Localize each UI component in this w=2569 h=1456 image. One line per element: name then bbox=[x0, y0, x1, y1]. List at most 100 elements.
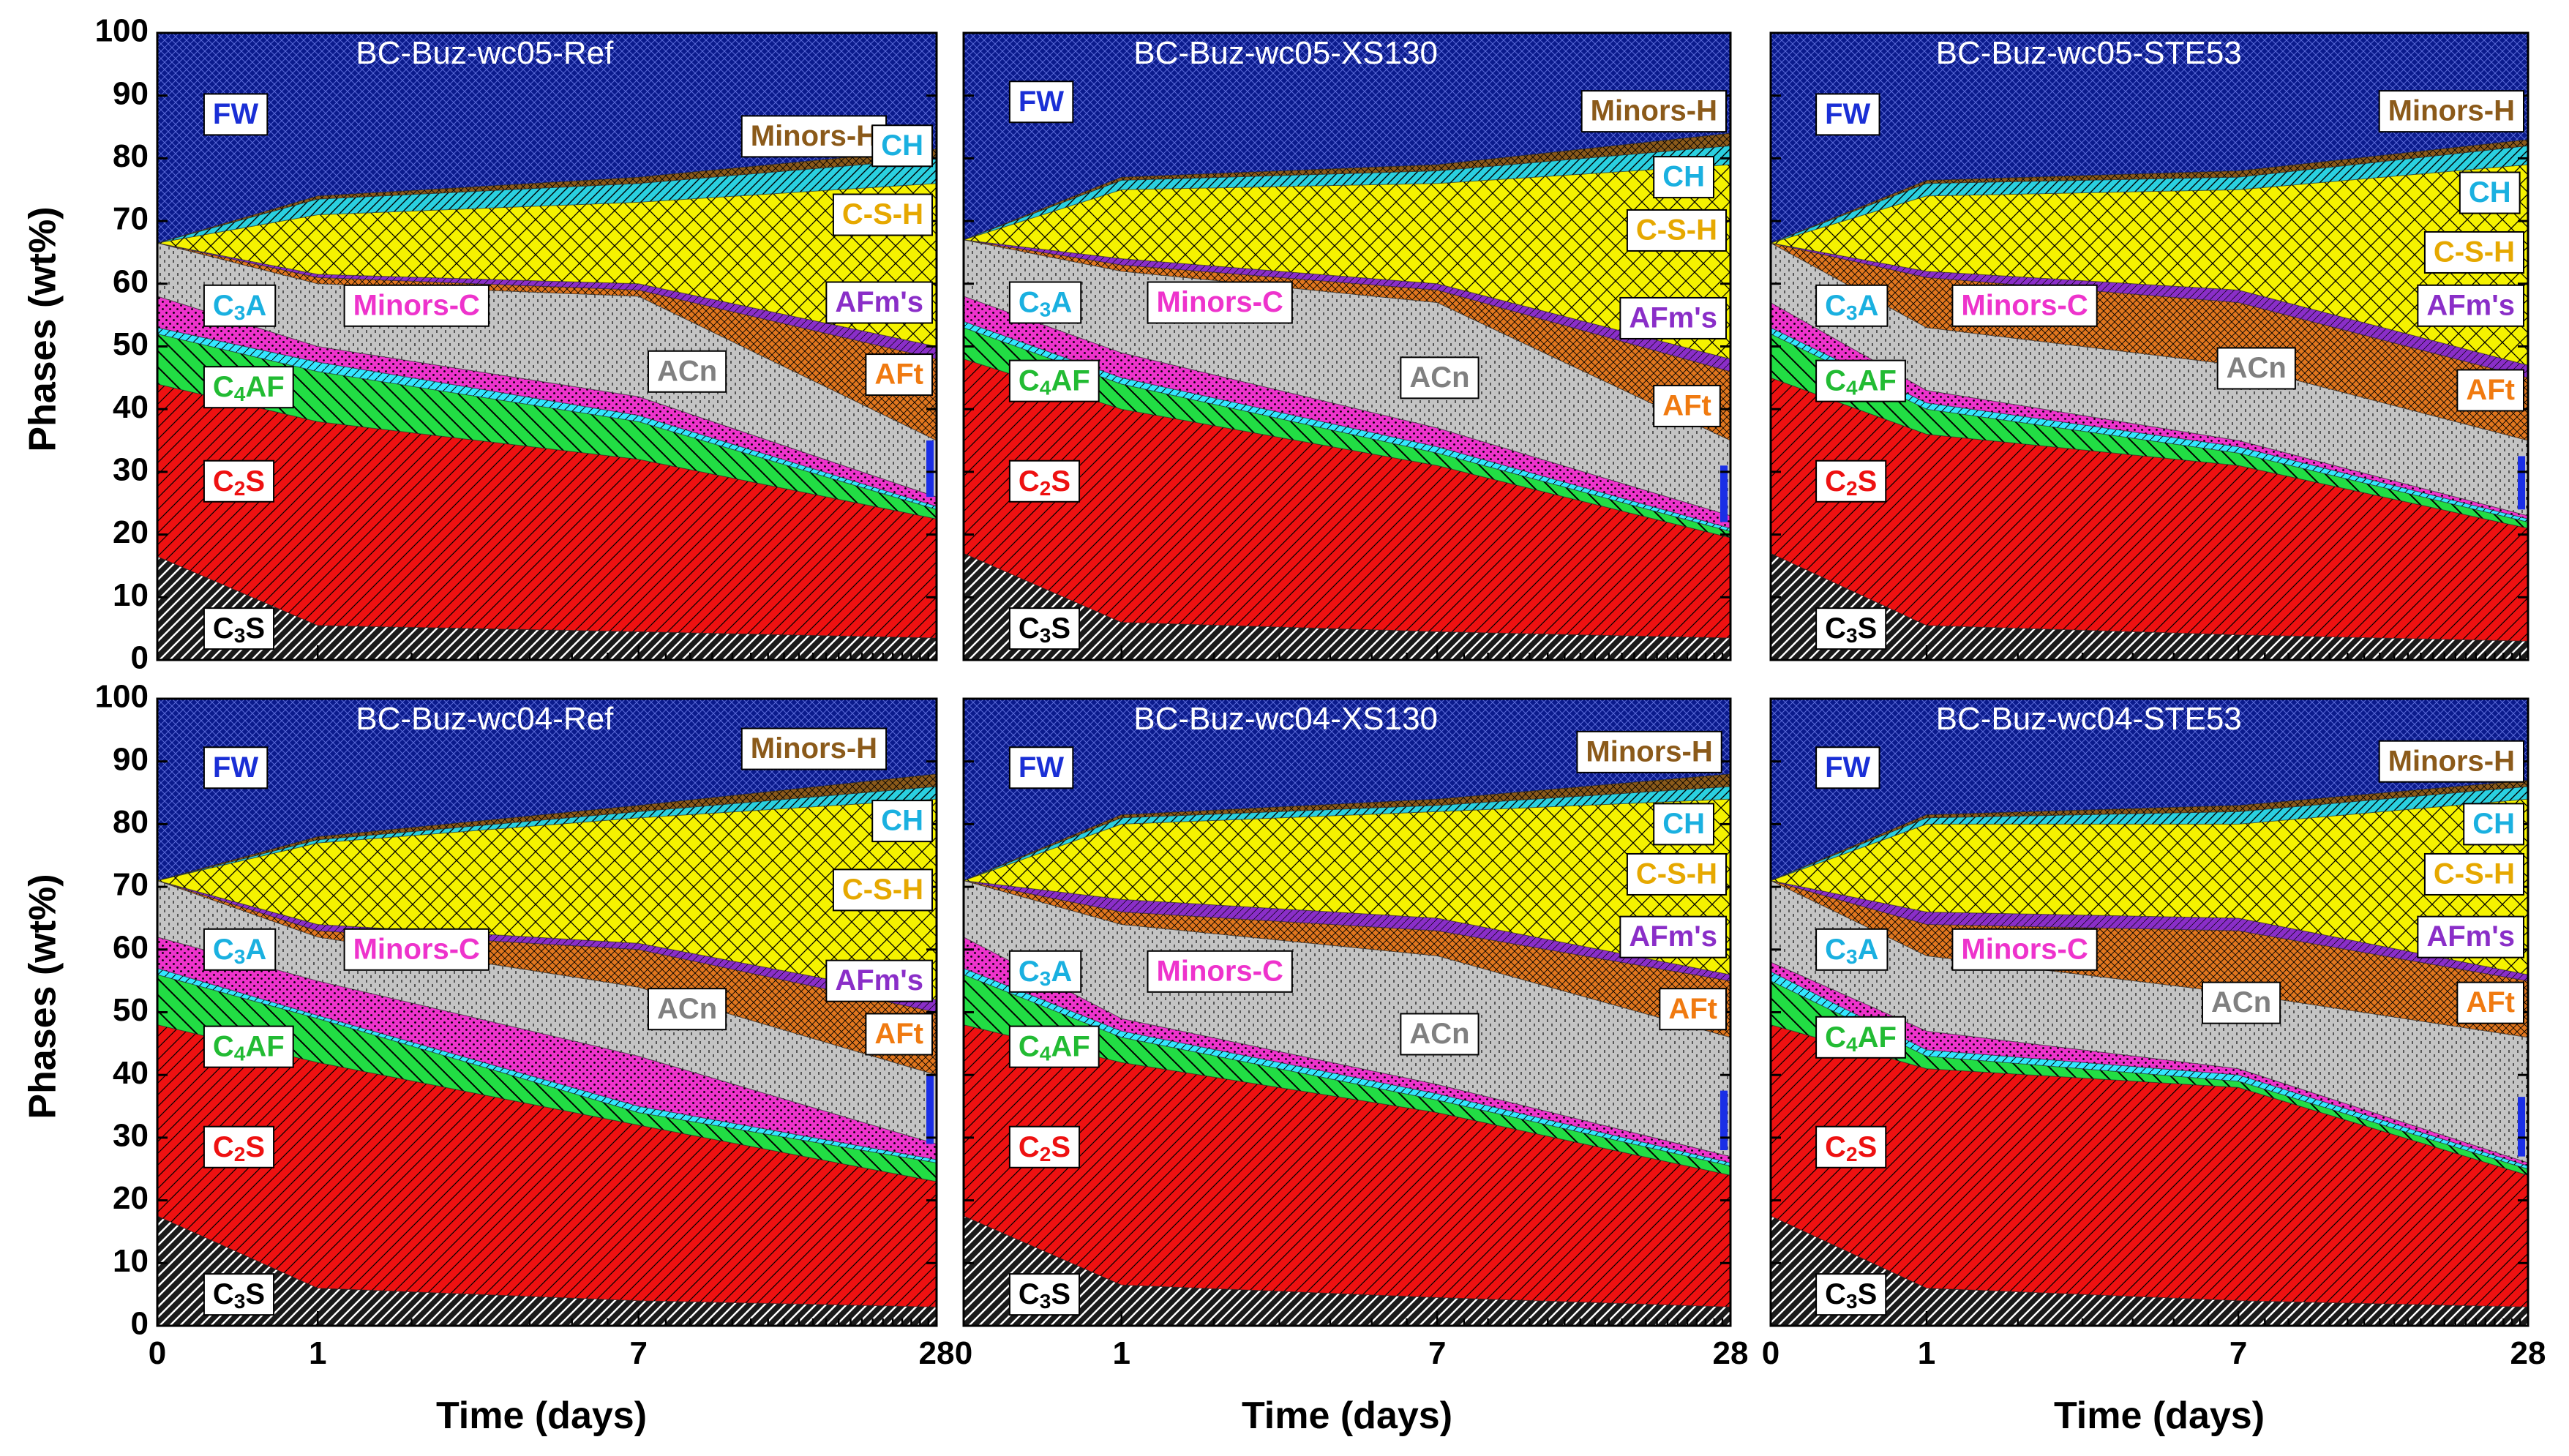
svg-text:C4AF: C4AF bbox=[1825, 364, 1897, 399]
label-c3s: C3S bbox=[1008, 607, 1081, 650]
x-tick-label: 7 bbox=[2229, 1335, 2247, 1371]
svg-text:C3A: C3A bbox=[1825, 289, 1878, 324]
x-tick-label: 7 bbox=[1428, 1335, 1446, 1371]
label-c3s: C3S bbox=[203, 607, 275, 650]
svg-text:C-S-H: C-S-H bbox=[842, 198, 923, 230]
label-c4af: C4AF bbox=[203, 366, 294, 409]
y-tick-label: 10 bbox=[113, 1243, 149, 1279]
y-tick-label: 40 bbox=[113, 1055, 149, 1091]
x-tick-label: 28 bbox=[2510, 1335, 2546, 1371]
label-c3a: C3A bbox=[1815, 284, 1889, 327]
svg-text:C3S: C3S bbox=[1019, 612, 1070, 648]
panel-bc-buz-wc04-ref: 0 10 20 30 40 50 60 70 80 90 100 0 1 7 28 BC-Buz-wc04-R… bbox=[95, 679, 955, 1371]
y-tick-label: 80 bbox=[113, 804, 149, 840]
svg-text:AFm's: AFm's bbox=[1629, 920, 1717, 953]
area-fw bbox=[1771, 699, 2528, 882]
edge-mark bbox=[1720, 465, 1728, 522]
label-c-s-h: C-S-H bbox=[2423, 230, 2524, 274]
label-aft: AFt bbox=[865, 1013, 933, 1056]
panel-bc-buz-wc05-ste53: BC-Buz-wc05-STE53 FW Minors-H CH C-S-H AFm's A… bbox=[1769, 31, 2529, 661]
svg-text:Minors-C: Minors-C bbox=[1157, 286, 1283, 318]
svg-text:Minors-C: Minors-C bbox=[1961, 933, 2088, 965]
svg-text:C3A: C3A bbox=[1019, 286, 1072, 321]
label-minors-c: Minors-C bbox=[1147, 281, 1293, 324]
label-c4af: C4AF bbox=[1008, 359, 1100, 402]
panel-bc-buz-wc04-ste53: 0 1 7 28 BC-Buz-wc04-STE53 FW Minors-H CH C-S-H A… bbox=[1762, 697, 2546, 1371]
svg-text:C3S: C3S bbox=[213, 612, 265, 648]
label-c3s: C3S bbox=[1815, 607, 1887, 650]
svg-text:C4AF: C4AF bbox=[213, 371, 285, 406]
label-minors-h: Minors-H bbox=[2378, 90, 2524, 133]
label-ch: CH bbox=[2459, 171, 2521, 214]
panel-title: BC-Buz-wc05-Ref bbox=[356, 35, 614, 71]
x-axis-titles: Time (days) Time (days) Time (days) bbox=[436, 1395, 2265, 1437]
svg-text:Minors-H: Minors-H bbox=[2388, 95, 2515, 127]
svg-text:C2S: C2S bbox=[213, 1130, 265, 1166]
label-ch: CH bbox=[871, 800, 933, 843]
svg-text:C-S-H: C-S-H bbox=[2434, 858, 2515, 890]
area-layers bbox=[964, 33, 1730, 660]
label-aft: AFt bbox=[865, 353, 933, 397]
label-c4af: C4AF bbox=[203, 1025, 294, 1068]
panel-title: BC-Buz-wc04-STE53 bbox=[1936, 701, 2242, 737]
y-tick-label: 60 bbox=[113, 263, 149, 299]
svg-text:Minors-H: Minors-H bbox=[1586, 735, 1712, 768]
y-tick-label: 50 bbox=[113, 992, 149, 1028]
label-minors-c: Minors-C bbox=[1951, 928, 2098, 971]
svg-text:C4AF: C4AF bbox=[1825, 1021, 1897, 1056]
svg-text:FW: FW bbox=[213, 751, 258, 784]
area-fw bbox=[964, 699, 1730, 882]
svg-text:FW: FW bbox=[1019, 751, 1064, 784]
chart-panels: 0102030405060708090100BC-Buz-wc05-RefFWM… bbox=[95, 13, 2546, 1371]
svg-text:AFt: AFt bbox=[874, 1018, 923, 1050]
x-axis-title-left: Time (days) bbox=[436, 1395, 647, 1437]
svg-text:C-S-H: C-S-H bbox=[1636, 214, 1717, 247]
svg-text:AFt: AFt bbox=[1662, 389, 1711, 421]
label-acn: ACn bbox=[647, 350, 727, 393]
y-tick-label: 50 bbox=[113, 326, 149, 362]
label-minors-c: Minors-C bbox=[343, 928, 490, 971]
label-acn: ACn bbox=[1400, 1013, 1479, 1056]
y-axis-title-top: Phases (wt%) bbox=[22, 206, 64, 451]
label-ch: CH bbox=[1653, 803, 1714, 846]
label-fw: FW bbox=[1815, 746, 1880, 789]
x-tick-label: 0 bbox=[1762, 1335, 1779, 1371]
label-fw: FW bbox=[1008, 746, 1074, 789]
label-fw: FW bbox=[203, 746, 269, 789]
y-tick-label: 90 bbox=[113, 741, 149, 777]
label-c3a: C3A bbox=[1008, 281, 1082, 324]
label-acn: ACn bbox=[1400, 356, 1479, 399]
svg-text:AFt: AFt bbox=[1668, 993, 1717, 1025]
label-minors-h: Minors-H bbox=[740, 727, 888, 770]
label-afm-s: AFm's bbox=[2417, 915, 2524, 958]
label-c2s: C2S bbox=[1815, 459, 1887, 503]
label-c3a: C3A bbox=[203, 284, 277, 327]
svg-text:C2S: C2S bbox=[1825, 465, 1877, 500]
area-fw bbox=[1771, 33, 2528, 244]
label-afm-s: AFm's bbox=[825, 281, 933, 324]
panel-bc-buz-wc04-xs130: 0 1 7 28 BC-Buz-wc04-XS130 FW Minors-H CH C-S-H A… bbox=[955, 697, 1748, 1371]
svg-text:C2S: C2S bbox=[213, 465, 265, 500]
panel-bc-buz-wc05-ref: 0 10 20 30 40 50 60 70 80 90 100 BC-Buz-wc05-Ref FW M… bbox=[95, 13, 938, 676]
label-afm-s: AFm's bbox=[2417, 284, 2524, 327]
label-minors-c: Minors-C bbox=[343, 284, 490, 327]
svg-text:ACn: ACn bbox=[1409, 361, 1469, 394]
label-minors-h: Minors-H bbox=[2378, 740, 2524, 783]
label-c3a: C3A bbox=[203, 928, 277, 971]
label-c3s: C3S bbox=[203, 1273, 275, 1316]
label-aft: AFt bbox=[1653, 384, 1721, 427]
svg-text:FW: FW bbox=[1825, 98, 1870, 130]
y-tick-label: 40 bbox=[113, 389, 149, 425]
area-fw bbox=[157, 33, 937, 244]
area-layers bbox=[964, 699, 1730, 1326]
y-axis-title-bottom: Phases (wt%) bbox=[22, 874, 64, 1119]
svg-text:C4AF: C4AF bbox=[213, 1030, 285, 1065]
svg-text:C2S: C2S bbox=[1019, 465, 1070, 500]
y-tick-label: 30 bbox=[113, 1118, 149, 1154]
y-axis-titles: Phases (wt%) Phases (wt%) bbox=[22, 206, 64, 1119]
label-ch: CH bbox=[871, 124, 933, 168]
label-c2s: C2S bbox=[203, 1125, 275, 1168]
edge-mark bbox=[1720, 1090, 1728, 1151]
y-tick-label: 60 bbox=[113, 929, 149, 965]
label-ch: CH bbox=[1653, 156, 1714, 199]
